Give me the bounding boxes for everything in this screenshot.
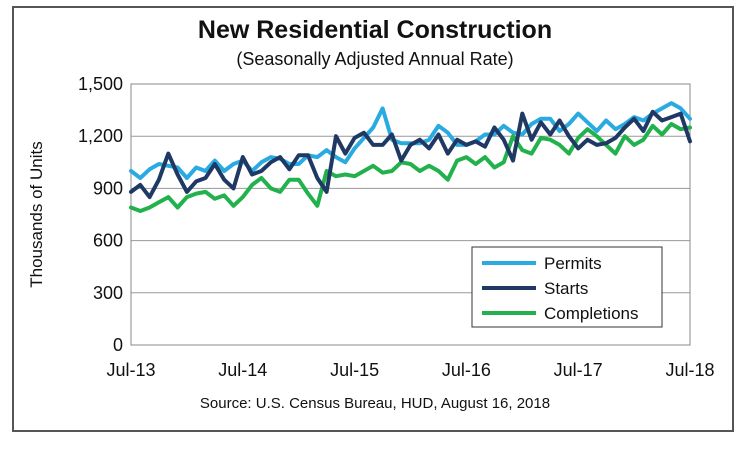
chart-subtitle: (Seasonally Adjusted Annual Rate) bbox=[236, 49, 514, 69]
x-axis-ticks: Jul-13 Jul-14 Jul-15 Jul-16 Jul-17 Jul-18 bbox=[106, 360, 714, 380]
x-tick-label: Jul-18 bbox=[665, 360, 714, 380]
series-lines bbox=[129, 101, 692, 213]
legend-label-permits: Permits bbox=[544, 254, 602, 273]
x-tick-label: Jul-14 bbox=[218, 360, 267, 380]
chart-title: New Residential Construction bbox=[197, 16, 553, 44]
y-axis-ticks: 0 300 600 900 1,200 1,500 bbox=[78, 74, 123, 355]
x-tick-label: Jul-16 bbox=[442, 360, 491, 380]
legend-label-completions: Completions bbox=[544, 304, 639, 323]
x-tick-label: Jul-15 bbox=[330, 360, 379, 380]
y-tick-label: 600 bbox=[93, 231, 123, 251]
y-tick-label: 0 bbox=[113, 335, 123, 355]
y-tick-label: 300 bbox=[93, 283, 123, 303]
chart-frame bbox=[12, 6, 734, 432]
chart-source: Source: U.S. Census Bureau, HUD, August … bbox=[199, 395, 551, 412]
plot-area bbox=[130, 83, 691, 346]
y-tick-label: 1,200 bbox=[78, 126, 123, 146]
x-tick-label: Jul-13 bbox=[106, 360, 155, 380]
y-axis-label: Thousands of Units bbox=[27, 141, 46, 287]
y-tick-label: 1,500 bbox=[78, 74, 123, 94]
legend-label-starts: Starts bbox=[544, 279, 588, 298]
legend: Permits Starts Completions bbox=[471, 246, 663, 328]
y-tick-label: 900 bbox=[93, 178, 123, 198]
series-line-completions bbox=[129, 122, 692, 213]
x-tick-label: Jul-17 bbox=[554, 360, 603, 380]
series-line-starts bbox=[129, 109, 692, 200]
